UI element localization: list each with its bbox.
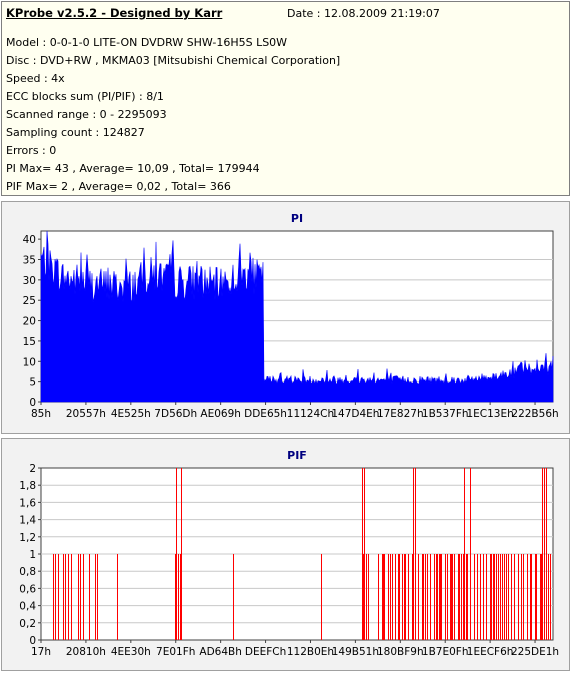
info-ecc-blocks: ECC blocks sum (PI/PIF) : 8/1 (6, 90, 164, 103)
x-tick-label: 112B0Eh (287, 646, 334, 658)
x-tick-label: AE069h (200, 408, 241, 420)
x-tick-label: 11124Ch (287, 408, 334, 420)
info-sampling-count: Sampling count : 124827 (6, 126, 145, 139)
x-tick-label: 225DE1h (511, 646, 559, 658)
y-tick-label: 1,8 (19, 480, 36, 492)
pif-chart: PIF 0 0,2 0,4 0,6 0,8 1 1,2 1,4 1,6 1,8 2 17h 20810h 4… (19, 449, 559, 658)
y-tick-label: 1 (29, 549, 36, 561)
y-tick-label: 0,2 (19, 618, 36, 630)
y-tick-label: 15 (23, 336, 36, 348)
x-tick-label: DEEFCh (245, 646, 286, 658)
y-tick-label: 0,8 (19, 566, 36, 578)
app-title: KProbe v2.5.2 - Designed by Karr (6, 6, 223, 20)
x-tick-label: 20557h (66, 408, 106, 420)
x-tick-label: 1EC13Eh (466, 408, 513, 420)
y-tick-label: 0,4 (19, 601, 36, 613)
y-tick-label: 0 (29, 397, 36, 409)
pi-chart: PI 0 5 10 15 20 25 30 35 40 85h 20557h 4E525h 7D56Dh A… (23, 212, 559, 420)
info-panel: KProbe v2.5.2 - Designed by Karr Date : … (1, 1, 570, 196)
y-tick-label: 5 (29, 377, 36, 389)
y-tick-label: 0,6 (19, 583, 36, 595)
chart-title: PIF (287, 449, 307, 462)
x-tick-label: 4E525h (111, 408, 151, 420)
info-pi-summary: PI Max= 43 , Average= 10,09 , Total= 179… (6, 162, 260, 175)
x-tick-label: 7E01Fh (156, 646, 195, 658)
x-tick-label: 7D56Dh (154, 408, 197, 420)
info-errors: Errors : 0 (6, 144, 57, 157)
chart-title: PI (291, 212, 303, 225)
x-tick-label: DDE65h (244, 408, 287, 420)
pi-area (40, 230, 554, 403)
info-scanned-range: Scanned range : 0 - 2295093 (6, 108, 167, 121)
y-tick-label: 1,2 (19, 532, 36, 544)
x-tick-label: 4EE30h (111, 646, 151, 658)
pif-chart-panel: PIF 0 0,2 0,4 0,6 0,8 1 1,2 1,4 1,6 1,8 2 17h 20810h 4… (1, 438, 570, 671)
info-pif-summary: PIF Max= 2 , Average= 0,02 , Total= 366 (6, 180, 231, 193)
x-tick-label: AD64Bh (199, 646, 242, 658)
x-tick-label: 17h (31, 646, 51, 658)
x-tick-label: 20810h (66, 646, 106, 658)
x-tick-label: 222B56h (511, 408, 558, 420)
y-tick-label: 35 (23, 255, 36, 267)
x-tick-label: 85h (31, 408, 51, 420)
x-tick-label: 17E827h (377, 408, 424, 420)
x-tick-label: 180BF9h (377, 646, 424, 658)
x-tick-label: 149B51h (332, 646, 379, 658)
x-tick-label: 147D4Eh (331, 408, 379, 420)
info-speed: Speed : 4x (6, 72, 65, 85)
x-tick-label: 1B537Fh (422, 408, 469, 420)
y-tick-label: 40 (23, 234, 36, 246)
scan-date: Date : 12.08.2009 21:19:07 (287, 7, 440, 20)
y-tick-label: 1,4 (19, 515, 36, 527)
pi-chart-panel: PI 0 5 10 15 20 25 30 35 40 85h 20557h 4E525h 7D56Dh A… (1, 201, 570, 434)
y-tick-label: 30 (23, 275, 36, 287)
x-tick-label: 1B7E0Fh (422, 646, 469, 658)
info-model: Model : 0-0-1-0 LITE-ON DVDRW SHW-16H5S … (6, 36, 288, 49)
y-tick-label: 10 (23, 356, 36, 368)
y-tick-label: 2 (29, 463, 36, 475)
y-tick-label: 1,6 (19, 497, 36, 509)
x-tick-label: 1EECF6h (467, 646, 514, 658)
y-tick-label: 20 (23, 316, 36, 328)
info-disc: Disc : DVD+RW , MKMA03 [Mitsubishi Chemi… (6, 54, 341, 67)
y-tick-label: 25 (23, 295, 36, 307)
y-tick-label: 0 (29, 635, 36, 647)
